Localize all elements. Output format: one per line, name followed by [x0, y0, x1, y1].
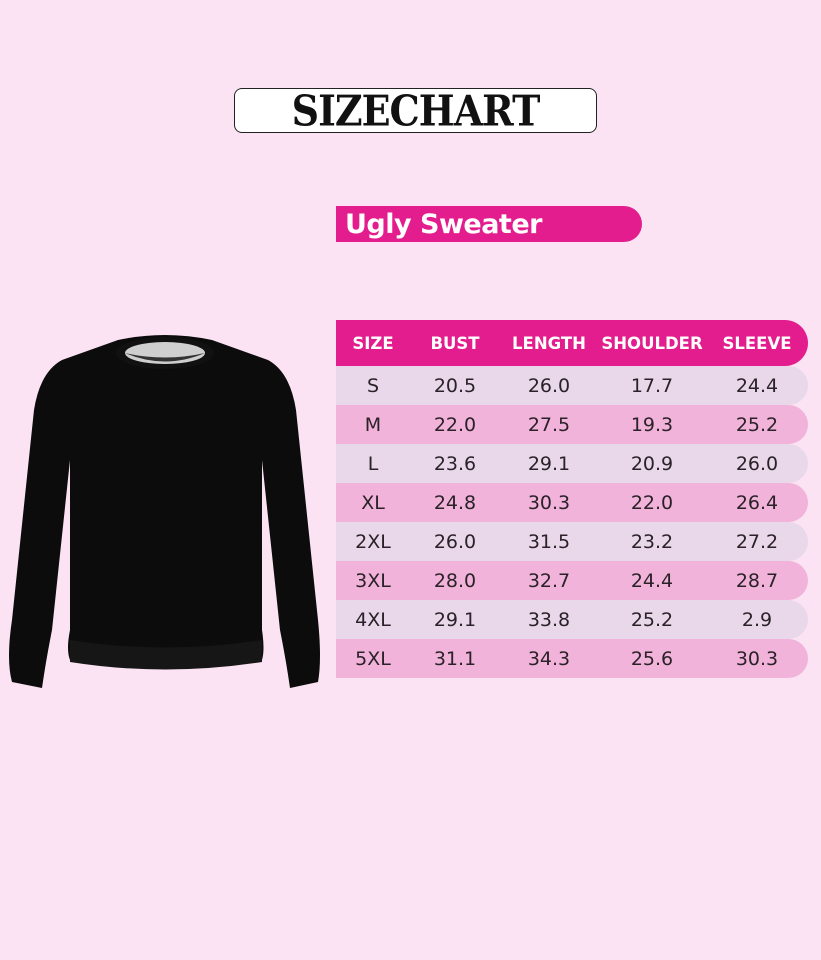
size-chart-title: SIZECHART — [234, 85, 597, 136]
header-length: LENGTH — [500, 320, 598, 366]
cell-size: XL — [336, 483, 410, 522]
cell-shoulder: 23.2 — [598, 522, 706, 561]
cell-size: L — [336, 444, 410, 483]
cell-length: 33.8 — [500, 600, 598, 639]
header-bust: BUST — [410, 320, 500, 366]
cell-length: 27.5 — [500, 405, 598, 444]
table-row: 4XL 29.1 33.8 25.2 2.9 — [336, 600, 808, 639]
cell-size: 3XL — [336, 561, 410, 600]
header-sleeve: SLEEVE — [706, 320, 808, 366]
table-row: XL 24.8 30.3 22.0 26.4 — [336, 483, 808, 522]
cell-size: S — [336, 366, 410, 405]
cell-length: 31.5 — [500, 522, 598, 561]
cell-sleeve: 28.7 — [706, 561, 808, 600]
table-row: 5XL 31.1 34.3 25.6 30.3 — [336, 639, 808, 678]
cell-sleeve: 26.0 — [706, 444, 808, 483]
table-row: L 23.6 29.1 20.9 26.0 — [336, 444, 808, 483]
cell-length: 29.1 — [500, 444, 598, 483]
cell-size: M — [336, 405, 410, 444]
header-shoulder: SHOULDER — [598, 320, 706, 366]
product-label: Ugly Sweater — [336, 206, 642, 242]
size-table: SIZE BUST LENGTH SHOULDER SLEEVE S 20.5 26… — [336, 320, 808, 678]
cell-shoulder: 19.3 — [598, 405, 706, 444]
cell-sleeve: 30.3 — [706, 639, 808, 678]
cell-sleeve: 24.4 — [706, 366, 808, 405]
table-header-row: SIZE BUST LENGTH SHOULDER SLEEVE — [336, 320, 808, 366]
cell-shoulder: 25.6 — [598, 639, 706, 678]
cell-bust: 22.0 — [410, 405, 500, 444]
cell-bust: 31.1 — [410, 639, 500, 678]
cell-sleeve: 25.2 — [706, 405, 808, 444]
cell-sleeve: 2.9 — [706, 600, 808, 639]
title-text: SIZECHART — [291, 85, 541, 136]
table-row: 3XL 28.0 32.7 24.4 28.7 — [336, 561, 808, 600]
cell-shoulder: 17.7 — [598, 366, 706, 405]
cell-bust: 24.8 — [410, 483, 500, 522]
cell-size: 5XL — [336, 639, 410, 678]
cell-bust: 29.1 — [410, 600, 500, 639]
cell-length: 26.0 — [500, 366, 598, 405]
cell-length: 34.3 — [500, 639, 598, 678]
cell-shoulder: 25.2 — [598, 600, 706, 639]
cell-bust: 20.5 — [410, 366, 500, 405]
cell-length: 32.7 — [500, 561, 598, 600]
cell-sleeve: 26.4 — [706, 483, 808, 522]
cell-shoulder: 22.0 — [598, 483, 706, 522]
cell-sleeve: 27.2 — [706, 522, 808, 561]
table-row: M 22.0 27.5 19.3 25.2 — [336, 405, 808, 444]
cell-bust: 26.0 — [410, 522, 500, 561]
table-row: S 20.5 26.0 17.7 24.4 — [336, 366, 808, 405]
sweater-icon — [9, 335, 320, 688]
cell-length: 30.3 — [500, 483, 598, 522]
cell-size: 2XL — [336, 522, 410, 561]
cell-size: 4XL — [336, 600, 410, 639]
table-row: 2XL 26.0 31.5 23.2 27.2 — [336, 522, 808, 561]
cell-bust: 28.0 — [410, 561, 500, 600]
cell-shoulder: 20.9 — [598, 444, 706, 483]
header-size: SIZE — [336, 320, 410, 366]
cell-bust: 23.6 — [410, 444, 500, 483]
cell-shoulder: 24.4 — [598, 561, 706, 600]
product-name: Ugly Sweater — [345, 208, 542, 240]
